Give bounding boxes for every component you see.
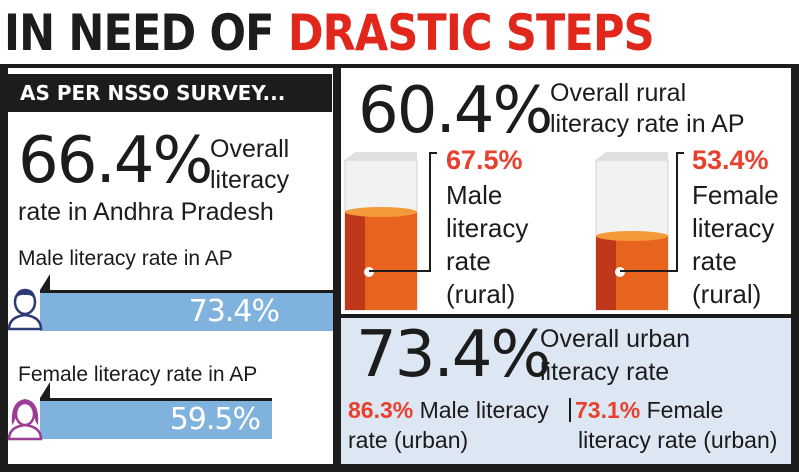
- urban-female-bracket: [569, 398, 571, 422]
- female-rural-line3: rate: [692, 246, 737, 276]
- female-bar-pointer: [40, 382, 50, 398]
- urban-male-text1: Male literacy: [419, 397, 549, 423]
- female-rural-bracket-top: [676, 152, 684, 154]
- female-rural-connector: [620, 270, 676, 272]
- female-rural-line1: Female: [692, 180, 779, 210]
- headline-part2: DRASTIC STEPS: [287, 4, 655, 62]
- male-rural-glass-icon: [343, 150, 419, 312]
- female-ap-label: Female literacy rate in AP: [18, 363, 258, 386]
- urban-male-value: 86.3%: [348, 397, 414, 423]
- female-rural-line2: literacy: [692, 213, 775, 243]
- overall-literacy-label-2: literacy: [210, 166, 290, 194]
- headline: IN NEED OF DRASTIC STEPS: [4, 2, 655, 64]
- urban-female-text2: literacy rate (urban): [578, 427, 778, 453]
- male-bar-rule: [40, 290, 333, 293]
- urban-female-text1: Female: [646, 397, 724, 423]
- urban-literacy-label-1: Overall urban: [540, 325, 691, 353]
- rural-urban-divider: [341, 314, 791, 318]
- female-rural-line4: (rural): [692, 279, 762, 309]
- rural-literacy-value: 60.4%: [358, 74, 553, 148]
- overall-literacy-value: 66.4%: [18, 124, 213, 198]
- female-bar-rule: [40, 398, 272, 401]
- survey-tag: AS PER NSSO SURVEY...: [8, 74, 332, 112]
- female-rural-glass-icon: [594, 150, 670, 312]
- rural-literacy-label-2: literacy rate in AP: [550, 110, 745, 138]
- male-rural-line3: rate: [446, 246, 491, 276]
- urban-male-line1: 86.3% Male literacy: [348, 396, 549, 424]
- male-rural-line2: literacy: [446, 213, 529, 243]
- male-rural-line4: (rural): [446, 279, 516, 309]
- male-rural-connector: [369, 270, 429, 272]
- female-literacy-bar: 59.5%: [40, 401, 272, 439]
- male-rural-line1: Male: [446, 180, 503, 210]
- urban-literacy-label-2: literacy rate: [540, 358, 670, 386]
- male-avatar-icon: [6, 285, 44, 331]
- urban-panel: [341, 318, 791, 464]
- center-divider: [333, 64, 341, 472]
- urban-female-value: 73.1%: [575, 397, 641, 423]
- male-rural-value: 67.5%: [446, 145, 523, 175]
- left-border: [0, 64, 8, 472]
- rural-literacy-label-1: Overall rural: [550, 79, 687, 107]
- female-avatar-icon: [6, 395, 44, 441]
- male-rural-bracket: [429, 152, 431, 272]
- male-literacy-bar: 73.4%: [40, 293, 333, 331]
- urban-literacy-value: 73.4%: [356, 318, 551, 392]
- female-rural-value: 53.4%: [692, 145, 769, 175]
- right-border: [791, 64, 799, 472]
- bottom-border: [0, 464, 799, 472]
- female-rural-bracket: [676, 152, 678, 272]
- urban-female-line1: 73.1% Female: [575, 396, 723, 424]
- male-rural-bracket-top: [429, 152, 437, 154]
- urban-male-text2: rate (urban): [348, 427, 469, 453]
- overall-literacy-label-3: rate in Andhra Pradesh: [18, 198, 274, 226]
- top-rule: [0, 64, 799, 68]
- male-bar-pointer: [40, 274, 50, 290]
- overall-literacy-label-1: Overall: [210, 135, 290, 163]
- headline-part1: IN NEED OF: [4, 4, 275, 62]
- male-ap-label: Male literacy rate in AP: [18, 247, 233, 270]
